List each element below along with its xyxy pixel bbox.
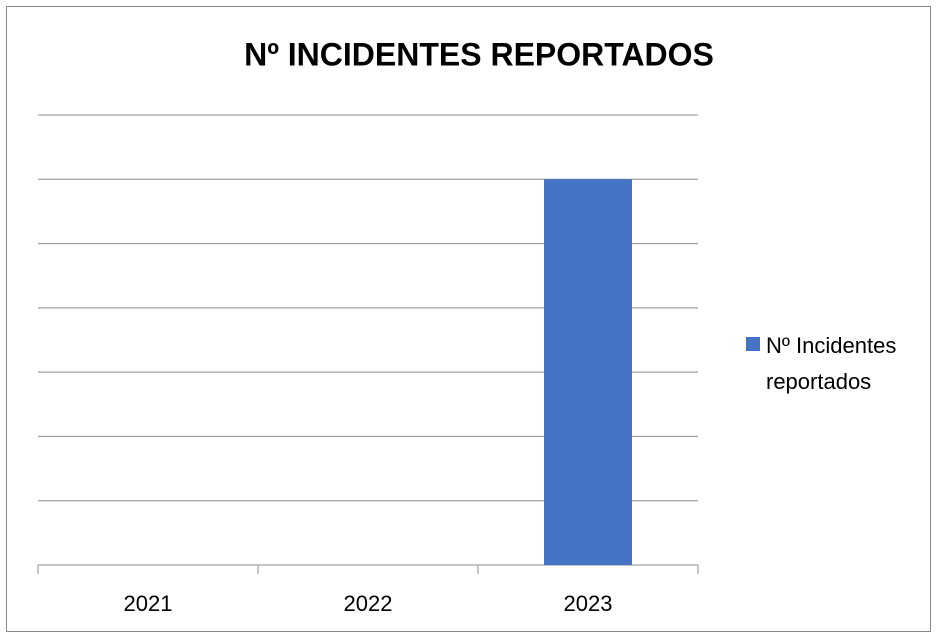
x-tick-label: 2022 bbox=[344, 591, 393, 616]
legend-label: Nº Incidentes reportados bbox=[766, 333, 897, 394]
bar bbox=[544, 179, 632, 566]
x-tick-label: 2021 bbox=[124, 591, 173, 616]
chart-border bbox=[6, 6, 931, 632]
x-tick-label: 2023 bbox=[564, 591, 613, 616]
legend-swatch bbox=[746, 337, 760, 351]
chart-title: Nº INCIDENTES REPORTADOS bbox=[244, 36, 714, 72]
